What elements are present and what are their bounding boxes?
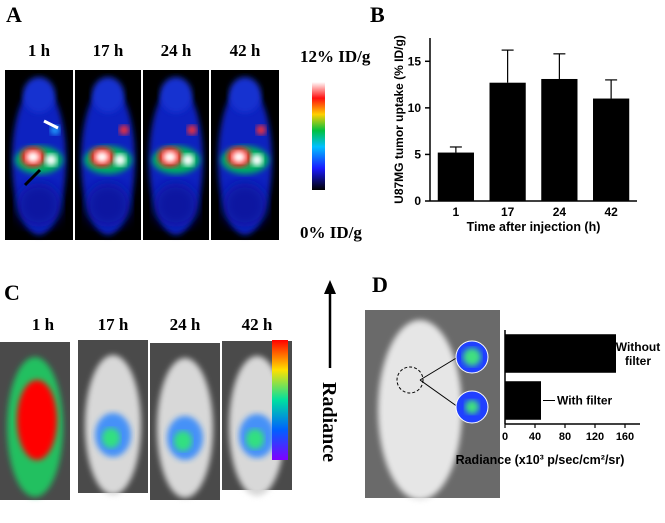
signal: [102, 428, 120, 448]
pet-organ: [232, 151, 246, 163]
pet-organ: [26, 151, 40, 163]
x-tick-label: 42: [604, 205, 618, 219]
pet-head: [229, 77, 261, 113]
category-label: Without filter: [615, 339, 661, 368]
x-tick-label: 0: [502, 431, 508, 443]
pet-organ: [95, 151, 109, 163]
y-tick-label: 5: [414, 147, 421, 161]
pet-head: [160, 77, 192, 113]
radiance-arrowhead: [324, 280, 336, 294]
x-tick-label: 160: [616, 431, 634, 443]
panel-label: B: [370, 2, 385, 27]
x-tick-label: 17: [501, 205, 515, 219]
y-tick-label: 0: [414, 194, 421, 208]
bar: [505, 334, 616, 373]
time-label: 17 h: [93, 41, 124, 60]
leader: [419, 356, 459, 381]
panel-label: D: [372, 272, 388, 297]
bar: [541, 78, 578, 201]
panel-label: C: [4, 280, 20, 305]
time-label: 24 h: [161, 41, 192, 60]
bar: [593, 98, 630, 201]
pet-body-low: [17, 183, 61, 227]
time-label: 17 h: [98, 315, 129, 334]
pet-colorbar: [312, 82, 325, 190]
y-axis-label: U87MG tumor uptake (% ID/g): [392, 35, 406, 204]
bar: [437, 152, 474, 201]
scale-max: 12% ID/g: [300, 47, 371, 66]
images: [0, 70, 500, 500]
pet-tumor: [119, 125, 129, 135]
pet-body-low: [86, 183, 130, 227]
category-label: With filter: [557, 394, 613, 408]
y-tick-label: 15: [408, 54, 422, 68]
pet-organ: [163, 151, 177, 163]
x-tick-label: 1: [453, 205, 460, 219]
pet-organ: [182, 154, 194, 166]
time-label: 1 h: [32, 315, 55, 334]
scale-label: Radiance: [318, 382, 340, 462]
x-tick-label: 40: [529, 431, 541, 443]
x-tick-label: 24: [553, 205, 567, 219]
roi: [396, 366, 424, 394]
pet-body-low: [154, 183, 198, 227]
pet-head: [23, 77, 55, 113]
pet-tumor: [187, 125, 197, 135]
pet-organ: [45, 154, 57, 166]
bar: [489, 82, 526, 201]
optical-colorbar: [272, 340, 288, 460]
mouse-photo: [378, 320, 462, 500]
x-tick-label: 80: [559, 431, 571, 443]
leader: [419, 379, 459, 408]
time-label: 42 h: [242, 315, 273, 334]
x-tick-label: 120: [586, 431, 604, 443]
time-label: 24 h: [170, 315, 201, 334]
white-arrow: [43, 119, 59, 130]
x-axis-label: Time after injection (h): [467, 220, 601, 234]
pet-head: [92, 77, 124, 113]
panel-label: A: [6, 2, 22, 27]
pet-body-low: [223, 183, 267, 227]
bar: [505, 381, 541, 420]
pet-organ: [114, 154, 126, 166]
black-arrow: [23, 168, 42, 187]
signal: [174, 431, 192, 451]
scale-min: 0% ID/g: [300, 223, 362, 242]
roi-zoom-core: [463, 348, 481, 366]
y-tick-label: 10: [408, 101, 422, 115]
time-label: 42 h: [230, 41, 261, 60]
x-axis-label: Radiance (x10³ p/sec/cm²/sr): [456, 453, 625, 467]
time-label: 1 h: [28, 41, 51, 60]
pet-organ: [251, 154, 263, 166]
signal: [246, 429, 264, 449]
pet-tumor: [256, 125, 266, 135]
roi-zoom-core: [465, 400, 479, 414]
signal: [17, 380, 57, 460]
